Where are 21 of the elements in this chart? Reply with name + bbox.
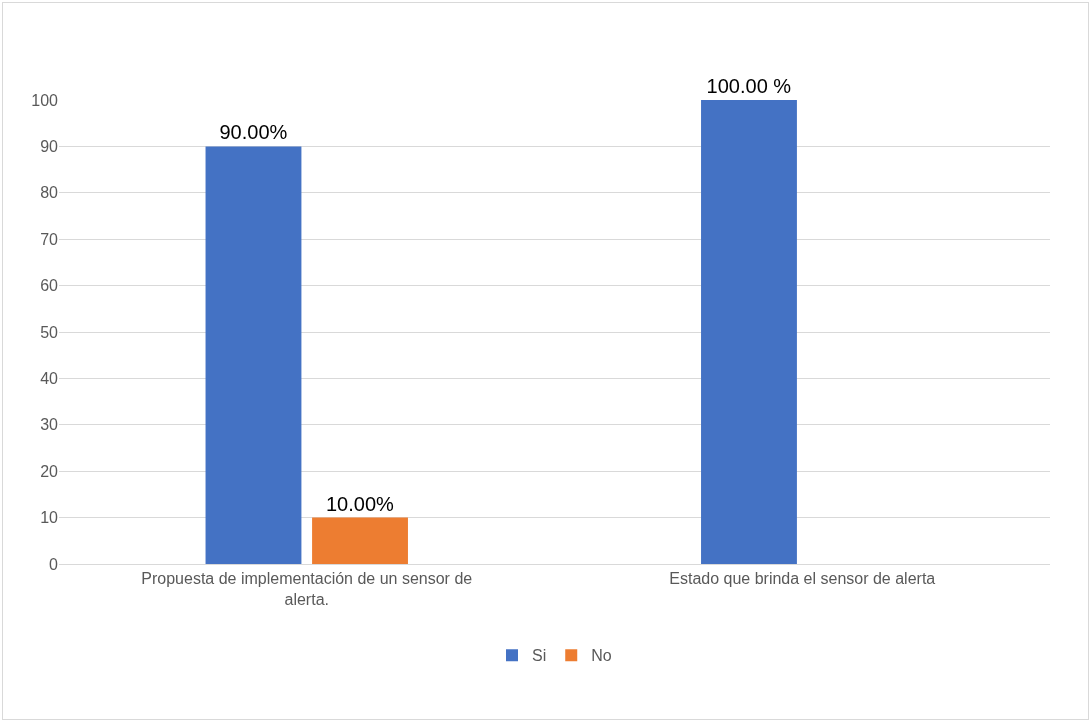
bar [205,146,302,564]
y-tick-label: 0 [49,555,59,573]
data-label: 10.00% [326,492,395,515]
y-tick-label: 100 [31,91,59,109]
y-tick-label: 30 [40,416,59,434]
y-tick-label: 80 [40,184,59,202]
x-tick-label: Propuesta de implementación de un sensor de alerta. [141,570,473,608]
y-tick-label: 20 [40,462,59,480]
bar [312,517,408,564]
y-tick-label: 10 [40,509,59,527]
y-tick-label: 50 [40,323,59,341]
y-tick-label: 90 [40,138,59,155]
y-tick-label: 40 [40,370,59,387]
data-label: 100.00 % [706,75,792,97]
bar [701,100,797,564]
y-tick-label: 60 [40,277,59,295]
legend-label: Si [532,647,547,665]
legend-label: No [591,647,612,665]
data-label: 90.00% [219,121,288,144]
y-tick-label: 70 [40,230,59,248]
x-tick-label: Estado que brinda el sensor de alerta [669,570,936,588]
